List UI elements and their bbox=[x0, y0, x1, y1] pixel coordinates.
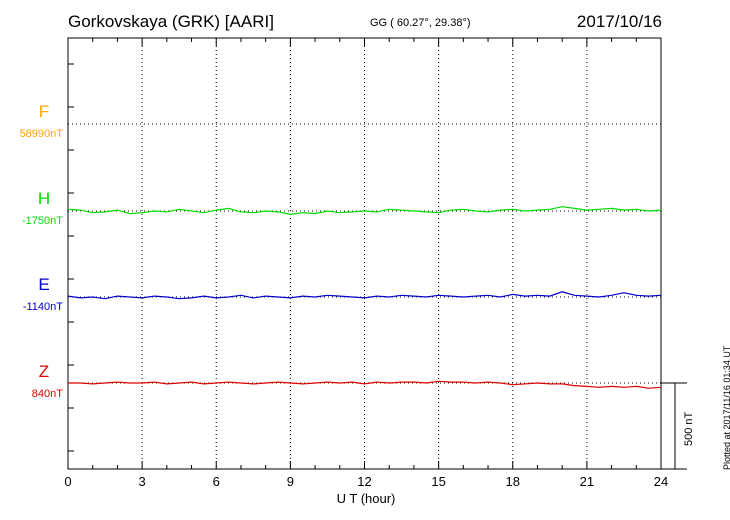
x-tick-label: 0 bbox=[64, 474, 71, 489]
series-name-Z: Z bbox=[39, 362, 49, 381]
series-baseline-F: 58990nT bbox=[20, 128, 64, 140]
plot-date: 2017/10/16 bbox=[576, 12, 662, 31]
scale-bar: 500 nT bbox=[661, 382, 695, 470]
x-tick-label: 21 bbox=[580, 474, 594, 489]
series-baseline-Z: 840nT bbox=[32, 388, 63, 400]
x-tick-label: 9 bbox=[287, 474, 294, 489]
grid-lines bbox=[68, 38, 661, 469]
station-title: Gorkovskaya (GRK) [AARI] bbox=[68, 12, 274, 31]
series-line-E bbox=[67, 291, 662, 300]
x-tick-label: 24 bbox=[654, 474, 668, 489]
series-baseline-H: -1750nT bbox=[22, 215, 63, 227]
x-tick-label: 3 bbox=[139, 474, 146, 489]
station-coordinates: GG ( 60.27°, 29.38°) bbox=[370, 17, 471, 29]
series-baseline-E: -1140nT bbox=[23, 301, 63, 313]
series-name-H: H bbox=[38, 189, 50, 208]
scale-bar-label: 500 nT bbox=[683, 411, 695, 446]
x-tick-label: 12 bbox=[357, 474, 371, 489]
series-lines bbox=[67, 206, 662, 389]
x-tick-label: 15 bbox=[431, 474, 445, 489]
x-tick-labels: 0 3 6 9 12 15 18 21 24 bbox=[64, 474, 668, 489]
series-line-Z bbox=[68, 380, 662, 389]
series-labels: F 58990nT H -1750nT E -1140nT Z 840nT bbox=[20, 102, 64, 400]
plotted-timestamp: Plotted at 2017/11/16 01:34 UT bbox=[722, 345, 730, 470]
series-name-F: F bbox=[39, 102, 49, 121]
x-axis-label: U T (hour) bbox=[337, 491, 396, 506]
x-tick-label: 18 bbox=[506, 474, 520, 489]
axis-ticks bbox=[67, 38, 662, 469]
series-name-E: E bbox=[38, 275, 49, 294]
series-line-H bbox=[67, 206, 662, 216]
x-tick-label: 6 bbox=[213, 474, 220, 489]
